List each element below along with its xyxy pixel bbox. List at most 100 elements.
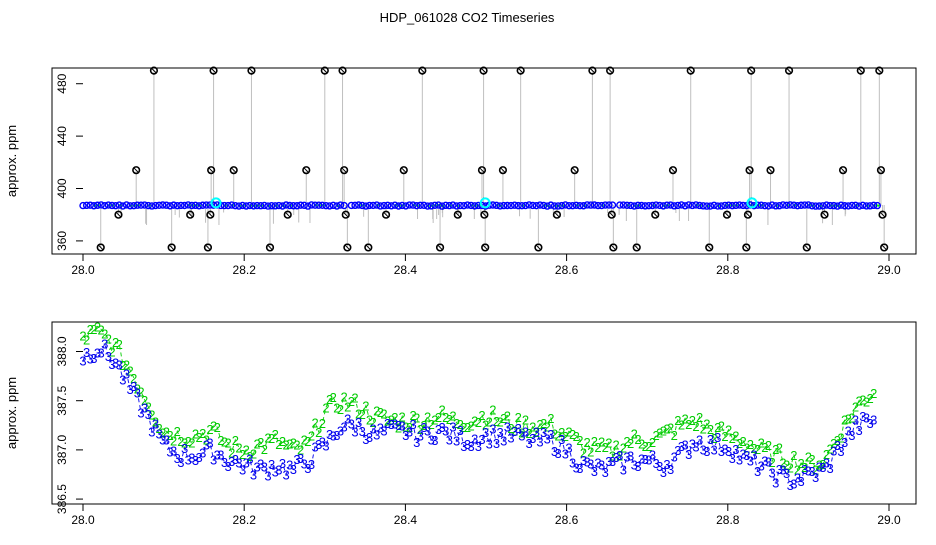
bottom-point-label-2: 2: [261, 442, 268, 457]
bottom-point-label-3: 3: [359, 424, 366, 439]
top-baseline-point: [801, 201, 809, 209]
bottom-point-label-2: 2: [754, 442, 761, 457]
bottom-point-label-2: 2: [98, 322, 105, 337]
bottom-point-label-3: 3: [119, 372, 126, 387]
bottom-labels-layer: 2222222222222222222222222222222222222222…: [79, 319, 877, 493]
top-baseline-point: [104, 201, 113, 209]
top-baseline-point: [590, 201, 599, 209]
bottom-point-label-2: 2: [428, 417, 435, 432]
top-flagged-cross: [207, 212, 213, 218]
bottom-point-label-3: 3: [805, 464, 812, 479]
bottom-point-label-2: 2: [105, 332, 112, 347]
top-flagged-point: [265, 243, 275, 252]
top-baseline-point: [267, 202, 276, 210]
bottom-x-tick-label: 28.4: [394, 513, 418, 527]
bottom-point-label-3: 3: [192, 453, 199, 468]
bottom-point-label-2: 2: [420, 418, 427, 433]
bottom-point-label-2: 2: [391, 410, 398, 425]
top-x-tick-label: 28.0: [71, 263, 95, 277]
bottom-point-label-3: 3: [145, 407, 152, 422]
bottom-x-tick-label: 28.6: [555, 513, 579, 527]
top-flagged-cross: [804, 245, 810, 250]
bottom-point-label-3: 3: [413, 435, 420, 450]
bottom-point-label-2: 2: [700, 422, 707, 437]
bottom-point-label-3: 3: [496, 425, 503, 440]
top-baseline-point: [605, 201, 613, 209]
top-baseline-point: [536, 201, 544, 209]
bottom-point-label-2: 2: [758, 435, 765, 450]
bottom-point-label-2: 2: [355, 407, 362, 422]
top-flagged-point: [229, 166, 238, 175]
top-baseline-point: [819, 202, 827, 210]
bottom-point-label-2: 2: [837, 431, 844, 446]
top-flagged-cross: [249, 68, 254, 73]
top-baseline-point: [449, 201, 457, 209]
bottom-point-label-2: 2: [769, 455, 776, 470]
bottom-panel: approx. ppm 2222222222222222222222222222…: [4, 319, 917, 527]
top-baseline-point: [191, 201, 200, 210]
top-flagged-point: [588, 66, 597, 75]
bottom-point-label-3: 3: [674, 443, 681, 458]
top-flagged-cross: [98, 245, 104, 250]
bottom-point-label-2: 2: [206, 422, 213, 437]
top-flagged-point: [766, 166, 775, 175]
top-baseline-point: [402, 202, 410, 210]
top-baseline-point: [333, 202, 341, 210]
top-baseline-point: [685, 201, 693, 209]
bottom-point-label-3: 3: [370, 422, 377, 437]
top-flagged-cross: [419, 68, 425, 73]
bottom-point-label-3: 3: [555, 446, 562, 461]
bottom-point-label-2: 2: [805, 450, 812, 465]
bottom-point-label-2: 2: [185, 434, 192, 449]
top-baseline-point: [184, 201, 192, 209]
bottom-point-label-3: 3: [159, 433, 166, 448]
top-baseline-point: [431, 201, 439, 209]
bottom-point-label-3: 3: [264, 469, 271, 484]
top-baseline-point: [728, 201, 736, 210]
bottom-point-label-2: 2: [83, 332, 90, 347]
top-baseline-point: [315, 201, 323, 209]
bottom-point-label-2: 2: [511, 423, 518, 438]
top-flagged-point: [186, 210, 195, 219]
bottom-point-label-2: 2: [228, 445, 235, 460]
bottom-point-label-2: 2: [834, 433, 841, 448]
bottom-point-label-3: 3: [420, 420, 427, 435]
bottom-point-label-3: 3: [333, 428, 340, 443]
bottom-point-label-2: 2: [827, 442, 834, 457]
bottom-y-axis-label: approx. ppm: [4, 377, 19, 449]
top-baseline-point: [409, 201, 417, 209]
bottom-point-label-3: 3: [435, 422, 442, 437]
bottom-point-label-3: 3: [627, 449, 634, 464]
top-baseline-point: [815, 202, 823, 210]
bottom-point-label-2: 2: [464, 420, 471, 435]
top-baseline-point: [362, 202, 370, 210]
top-baseline-point: [82, 201, 91, 210]
top-baseline-point: [514, 201, 522, 210]
top-baseline-point: [500, 201, 508, 210]
bottom-point-label-3: 3: [504, 420, 511, 435]
bottom-point-label-2: 2: [816, 458, 823, 473]
top-flagged-point: [477, 166, 487, 175]
top-flagged-cross: [151, 68, 157, 73]
bottom-x-tick-label: 28.2: [233, 513, 257, 527]
bottom-point-label-3: 3: [729, 451, 736, 466]
bottom-point-label-3: 3: [623, 450, 630, 465]
top-flagged-point: [820, 210, 829, 219]
top-flagged-point: [552, 210, 562, 219]
bottom-point-label-2: 2: [460, 420, 467, 435]
top-baseline-point: [518, 201, 526, 210]
bottom-point-label-2: 2: [518, 426, 525, 441]
top-baseline-point: [859, 201, 867, 210]
bottom-point-label-3: 3: [406, 424, 413, 439]
top-baseline-point: [706, 202, 715, 210]
top-baseline-point: [830, 201, 838, 210]
bottom-point-label-2: 2: [250, 447, 257, 462]
bottom-point-label-3: 3: [700, 442, 707, 457]
top-baseline-point: [703, 202, 711, 210]
bottom-point-label-3: 3: [130, 379, 137, 394]
bottom-point-label-3: 3: [319, 434, 326, 449]
bottom-point-label-2: 2: [663, 422, 670, 437]
bottom-point-label-3: 3: [348, 416, 355, 431]
bottom-point-label-3: 3: [366, 430, 373, 445]
top-baseline-point: [198, 201, 207, 209]
